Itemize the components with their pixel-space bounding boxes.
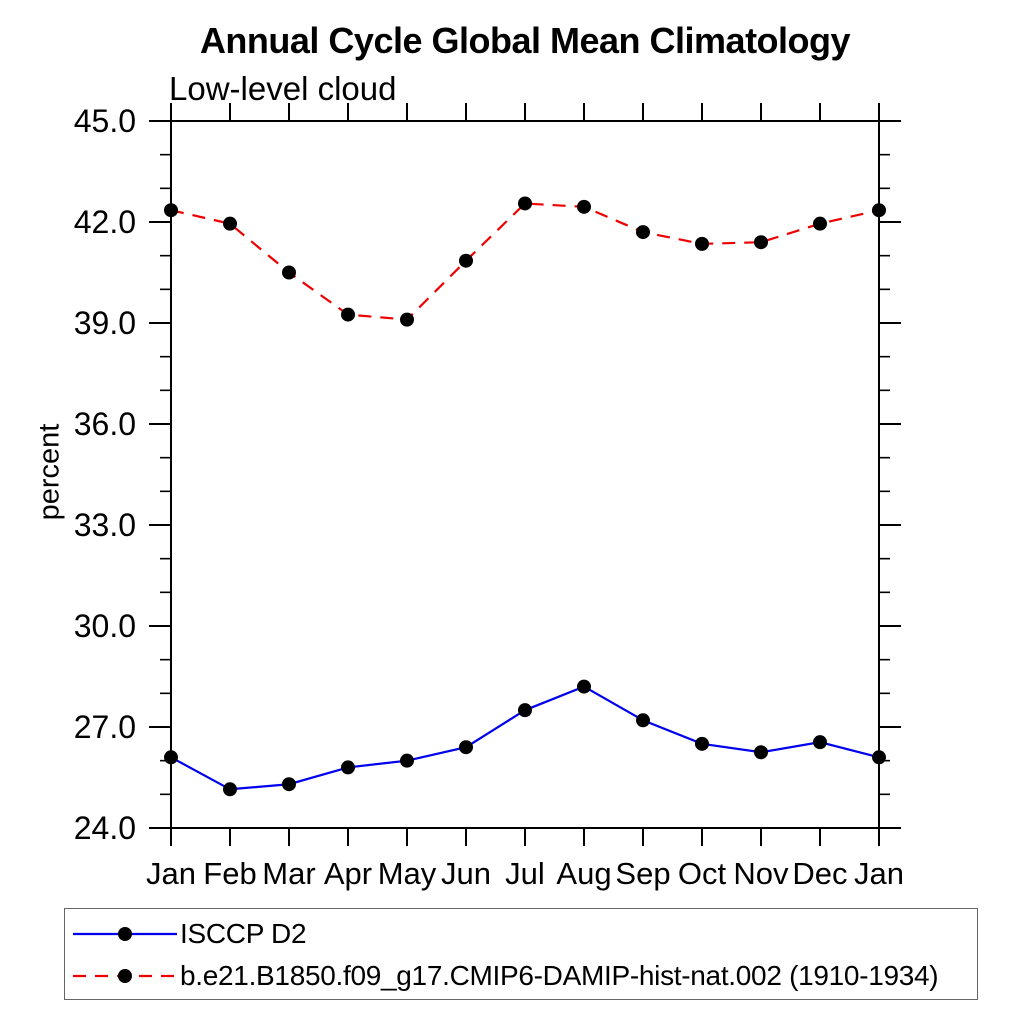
x-tick-label: Oct xyxy=(678,856,727,891)
data-point xyxy=(754,745,768,760)
data-point xyxy=(577,679,591,694)
data-point xyxy=(636,713,650,728)
y-tick-label: 45.0 xyxy=(74,103,136,139)
data-point xyxy=(459,253,473,268)
data-point xyxy=(813,216,827,231)
data-point xyxy=(341,760,355,775)
data-point xyxy=(636,225,650,240)
data-point xyxy=(695,236,709,251)
y-tick-label: 39.0 xyxy=(74,305,136,341)
data-point xyxy=(223,782,237,797)
legend-marker-icon xyxy=(118,927,132,941)
data-point xyxy=(223,216,237,231)
x-tick-label: Jun xyxy=(441,856,491,891)
x-tick-label: Sep xyxy=(615,856,670,891)
plot-frame xyxy=(170,120,880,829)
x-tick-label: Apr xyxy=(324,856,372,891)
chart-subtitle: Low-level cloud xyxy=(169,70,397,107)
legend-label-isccp: ISCCP D2 xyxy=(180,918,307,949)
legend-label-model: b.e21.B1850.f09_g17.CMIP6-DAMIP-hist-nat… xyxy=(180,960,939,991)
legend-line-sample-solid xyxy=(73,927,177,941)
x-tick-label: Dec xyxy=(792,856,847,891)
legend-entry-isccp: ISCCP D2 xyxy=(73,917,307,951)
data-point xyxy=(400,753,414,768)
data-point xyxy=(282,777,296,792)
data-point xyxy=(518,196,532,211)
series-line-0 xyxy=(170,685,880,791)
data-point xyxy=(282,265,296,280)
x-tick-label: Jan xyxy=(854,856,904,891)
x-tick-label: Aug xyxy=(556,856,611,891)
x-tick-label: Jan xyxy=(146,856,196,891)
x-tick-label: Mar xyxy=(262,856,315,891)
data-point xyxy=(400,312,414,327)
data-point xyxy=(341,307,355,322)
y-tick-label: 30.0 xyxy=(74,608,136,644)
data-point xyxy=(164,203,178,218)
x-tick-label: Nov xyxy=(733,856,789,891)
data-point xyxy=(754,235,768,250)
data-point xyxy=(459,740,473,755)
series-line-1 xyxy=(170,202,880,321)
y-tick-label: 24.0 xyxy=(74,810,136,846)
data-point xyxy=(577,199,591,214)
y-tick-label: 33.0 xyxy=(74,507,136,543)
y-tick-label: 36.0 xyxy=(74,406,136,442)
x-tick-label: May xyxy=(378,856,437,891)
legend-box: ISCCP D2 b.e21.B1850.f09_g17.CMIP6-DAMIP… xyxy=(64,908,978,1000)
x-tick-label: Feb xyxy=(203,856,256,891)
x-tick-label: Jul xyxy=(505,856,545,891)
chart-title: Annual Cycle Global Mean Climatology xyxy=(199,20,851,61)
legend-marker-icon xyxy=(118,969,132,983)
data-point xyxy=(872,203,886,218)
data-point xyxy=(164,750,178,765)
data-point xyxy=(872,750,886,765)
data-point xyxy=(518,703,532,718)
data-point xyxy=(695,736,709,751)
legend-entry-model: b.e21.B1850.f09_g17.CMIP6-DAMIP-hist-nat… xyxy=(73,959,939,993)
y-tick-label: 27.0 xyxy=(74,709,136,745)
legend-line-sample-dashed xyxy=(73,969,177,983)
data-point xyxy=(813,735,827,750)
y-tick-label: 42.0 xyxy=(74,204,136,240)
